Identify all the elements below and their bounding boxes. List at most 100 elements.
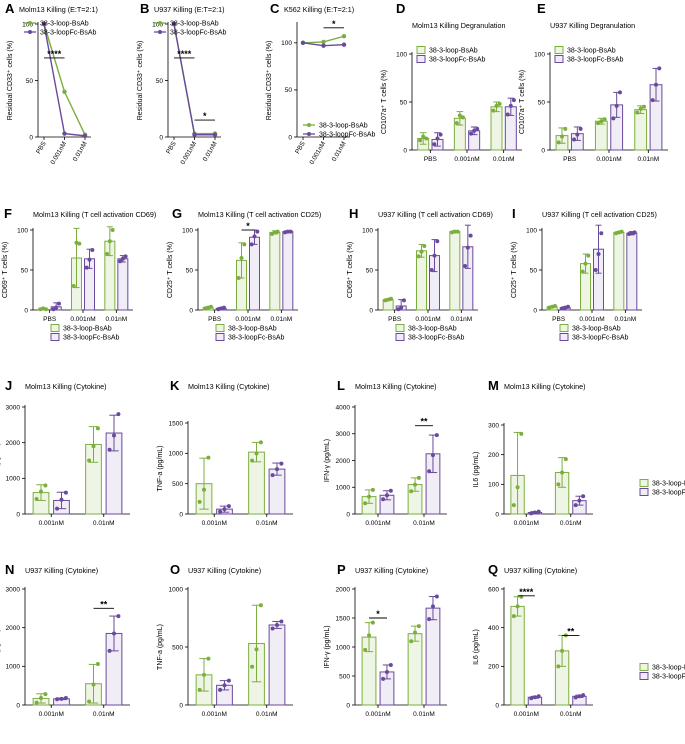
data-point (171, 21, 177, 27)
replicate-point (432, 253, 437, 258)
replicate-point (650, 98, 655, 103)
replicate-point (559, 134, 564, 139)
replicate-point (87, 257, 92, 262)
replicate-point (614, 103, 619, 108)
panel-letter-J: J (5, 378, 12, 393)
replicate-point (641, 104, 646, 109)
replicate-point (39, 489, 44, 494)
replicate-point (565, 304, 570, 309)
y-axis-label-D: CD107a⁺ T cells (%) (381, 70, 388, 134)
significance-label: **** (47, 49, 62, 59)
replicate-point (43, 692, 48, 697)
y-tick-label: 50 (400, 99, 408, 106)
replicate-point (107, 239, 112, 244)
replicate-point (572, 137, 577, 142)
replicate-point (515, 604, 520, 609)
chart-title-N: U937 Killing (Cytokine) (25, 566, 98, 575)
legend-swatch (639, 663, 649, 671)
x-tick-label: 0.01nM (493, 156, 515, 163)
significance-label: * (203, 111, 207, 121)
series-line-1 (173, 23, 215, 136)
y-tick-label: 100 (362, 227, 373, 234)
x-tick-label: 0.001nM (202, 711, 227, 718)
replicate-point (511, 614, 516, 619)
replicate-point (413, 630, 418, 635)
replicate-point (575, 132, 580, 137)
replicate-point (491, 108, 496, 113)
panel-letter-D: D (396, 1, 405, 16)
panel-letter-H: H (349, 206, 358, 221)
y-tick-label: 0 (24, 307, 28, 314)
replicate-point (418, 138, 423, 143)
replicate-point (55, 697, 60, 702)
chart-title-D: Molm13 Killing Degranulation (412, 21, 506, 30)
replicate-point (111, 433, 116, 438)
replicate-point (427, 617, 432, 622)
x-tick-label: PBS (552, 316, 566, 323)
replicate-point (388, 662, 393, 667)
panel-letter-L: L (337, 378, 345, 393)
chart-panel-P: P U937 Killing (Cytokine) IFN-γ (pg/mL) 0 50… (324, 562, 447, 718)
x-tick-label: PBS (424, 156, 438, 163)
chart-title-B: U937 Killing (E:T=2:1) (154, 5, 225, 14)
y-tick-label: 2000 (336, 586, 351, 593)
significance-label: **** (177, 49, 192, 59)
legend-label: 38-3-loopFc-BsAb (652, 674, 685, 681)
replicate-point (552, 304, 557, 308)
panel-letter-M: M (488, 378, 499, 393)
data-point (321, 43, 326, 48)
bar (117, 258, 129, 311)
x-tick-label: 0.01nM (256, 711, 278, 718)
x-tick-label: PBS (563, 156, 577, 163)
panel-letter-O: O (170, 562, 180, 577)
replicate-point (434, 433, 439, 438)
legend-swatch (559, 333, 569, 341)
legend-label: 38-3-loop-BsAb (572, 326, 621, 333)
y-tick-label: 0 (533, 307, 537, 314)
replicate-point (367, 633, 372, 638)
legend-label: 38-3-loopFc-BsAb (170, 30, 227, 37)
y-tick-label: 0 (16, 702, 20, 709)
replicate-point (279, 619, 284, 624)
y-axis-label-C: Residual CD33⁺ cells (%) (266, 41, 273, 121)
data-point (82, 133, 88, 139)
series-line-0 (173, 23, 215, 135)
legend-label: 38-3-loopFc-BsAb (429, 57, 486, 64)
legend-swatch (395, 333, 405, 341)
replicate-point (90, 248, 95, 252)
replicate-point (388, 296, 393, 301)
y-axis-label-B: Residual CD33⁺ cells (%) (137, 41, 144, 121)
y-tick-label: 0 (541, 147, 545, 154)
chart-panel-C: C K562 Killing (E:T=2:1) Residual CD33⁺ ce… (266, 1, 376, 166)
x-tick-label: 0.001nM (235, 316, 260, 323)
chart-panel-K: K Molm13 Killing (Cytokine) TNF-a (pg/mL) 0… (157, 378, 293, 527)
legend-swatch (215, 324, 225, 332)
replicate-point (602, 117, 607, 122)
replicate-point (619, 229, 624, 234)
replicate-point (91, 444, 96, 449)
legend-label: 38-3-loopFc-BsAb (40, 30, 97, 37)
replicate-point (421, 134, 426, 139)
replicate-point (206, 455, 211, 460)
y-tick-label: 500 (172, 644, 183, 651)
chart-title-A: Molm13 Killing (E:T=2:1) (19, 5, 98, 14)
replicate-point (43, 483, 48, 488)
bar (268, 624, 286, 706)
y-tick-label: 100 (22, 21, 33, 28)
replicate-point (91, 682, 96, 687)
replicate-point (638, 106, 643, 111)
y-axis-label-H: CD69⁺ T cells (%) (347, 242, 354, 298)
replicate-point (465, 245, 470, 250)
bar (407, 633, 423, 706)
panel-letter-C: C (270, 1, 280, 16)
y-tick-label: 300 (488, 422, 499, 429)
replicate-point (370, 620, 375, 625)
y-tick-label: 0 (29, 134, 33, 141)
replicate-point (511, 503, 516, 508)
y-tick-label: 1000 (6, 664, 21, 671)
significance-label: ** (420, 417, 428, 427)
x-tick-label: 0.01nM (450, 316, 472, 323)
legend-swatch (416, 46, 426, 54)
legend-marker (28, 21, 32, 25)
y-tick-label: 100 (396, 51, 407, 58)
